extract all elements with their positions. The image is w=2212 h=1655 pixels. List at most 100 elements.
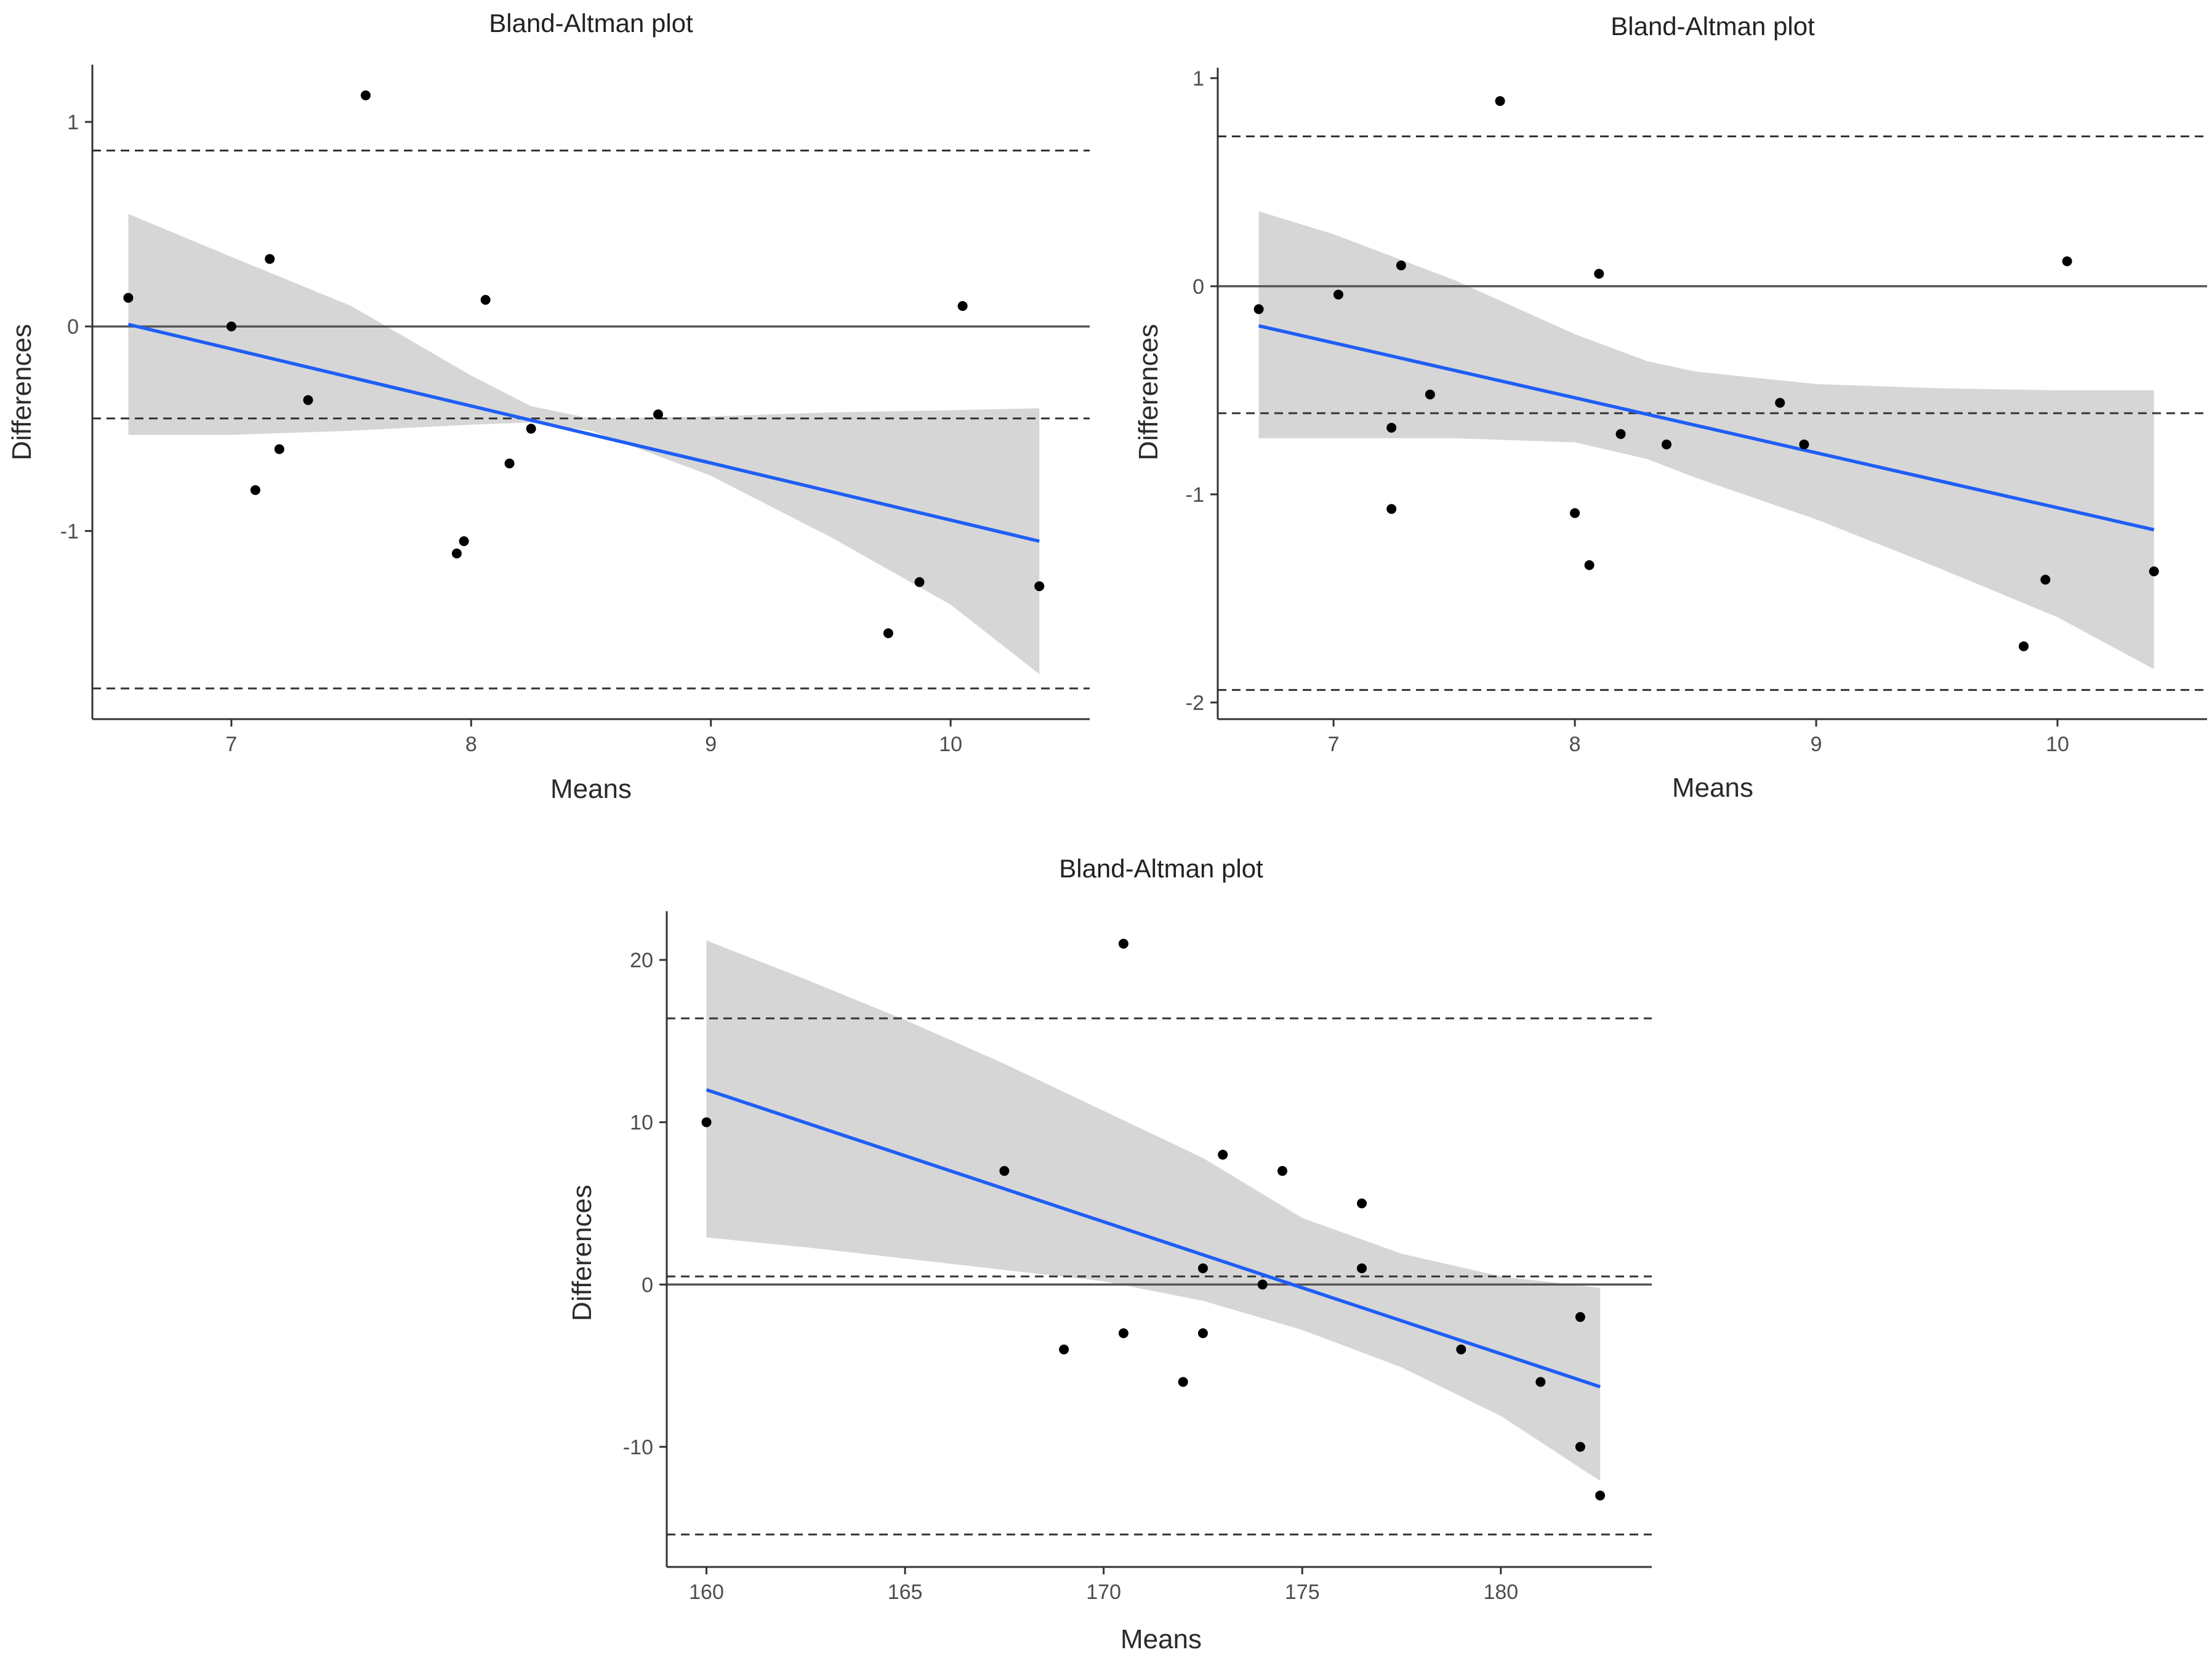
- y-tick-label: -1: [1186, 483, 1204, 507]
- bland-altman-panel-top-right: 7 8 9 10 -2 -1 0 1 Bland-Altman plot Means Diff…: [1133, 12, 2207, 803]
- chart-title: Bland-Altman plot: [1611, 12, 1815, 41]
- data-point: [957, 300, 968, 311]
- data-point: [1662, 439, 1672, 449]
- data-point: [451, 548, 462, 558]
- data-point: [1615, 429, 1626, 439]
- data-point: [653, 409, 664, 420]
- data-point: [1386, 504, 1397, 514]
- y-tick-label: 20: [630, 949, 653, 972]
- data-point: [2062, 256, 2072, 267]
- bland-altman-panel-bottom: 160 165 170 175 180 -10 0 10 20 Bland-Altman plo…: [567, 854, 1652, 1654]
- data-point: [1178, 1377, 1188, 1387]
- y-tick-label: 0: [67, 315, 79, 339]
- data-point: [1118, 938, 1128, 949]
- data-point: [1775, 398, 1785, 408]
- x-tick-label: 9: [705, 733, 717, 756]
- x-tick-label: 160: [689, 1581, 724, 1604]
- data-point: [1495, 96, 1505, 107]
- data-point: [1118, 1328, 1128, 1339]
- regression-line: [706, 1088, 1601, 1388]
- chart-title: Bland-Altman plot: [1059, 854, 1263, 883]
- x-tick-label: 8: [465, 733, 477, 756]
- data-point: [1456, 1344, 1466, 1355]
- confidence-band: [706, 940, 1601, 1481]
- data-point: [360, 90, 371, 100]
- data-point: [999, 1166, 1010, 1176]
- confidence-band: [128, 214, 1040, 674]
- x-axis-label: Means: [550, 774, 632, 804]
- y-tick-label: 1: [1192, 67, 1204, 91]
- data-point: [1357, 1198, 1367, 1209]
- data-point: [1253, 304, 1264, 315]
- y-tick-label: 0: [641, 1273, 653, 1297]
- data-point: [504, 458, 515, 469]
- data-point: [303, 395, 313, 405]
- x-tick-label: 7: [1328, 733, 1340, 756]
- y-axis-label: Differences: [567, 1185, 597, 1321]
- plot-area: 7 8 9 10 -2 -1 0 1: [1186, 67, 2207, 756]
- y-tick-label: -2: [1186, 691, 1204, 715]
- data-point: [2019, 641, 2029, 651]
- data-point: [2040, 574, 2051, 585]
- plot-area: 7 8 9 10 -1 0 1: [60, 65, 1090, 756]
- x-tick-label: 7: [225, 733, 237, 756]
- data-point: [1059, 1344, 1069, 1355]
- plot-area: 160 165 170 175 180 -10 0 10 20: [623, 911, 1652, 1604]
- confidence-band: [1258, 211, 2154, 669]
- x-tick-label: 10: [939, 733, 962, 756]
- data-point: [1425, 389, 1435, 400]
- data-point: [480, 295, 491, 305]
- data-point: [701, 1117, 712, 1127]
- data-point: [1595, 1491, 1606, 1501]
- x-tick-label: 8: [1569, 733, 1581, 756]
- x-tick-label: 175: [1285, 1581, 1320, 1604]
- data-point: [1594, 268, 1604, 279]
- data-point: [1333, 289, 1343, 300]
- x-tick-label: 170: [1086, 1581, 1121, 1604]
- y-axis-label: Differences: [1133, 324, 1164, 461]
- data-point: [265, 254, 275, 264]
- data-point: [1570, 508, 1580, 518]
- y-tick-label: -10: [623, 1436, 653, 1459]
- data-point: [274, 444, 284, 454]
- data-point: [1584, 560, 1595, 570]
- data-point: [1218, 1150, 1228, 1160]
- data-point: [250, 485, 260, 495]
- data-point: [1396, 260, 1406, 271]
- data-point: [914, 577, 925, 587]
- data-point: [1357, 1263, 1367, 1273]
- y-tick-label: 1: [67, 111, 79, 134]
- data-point: [1197, 1328, 1208, 1339]
- data-point: [1257, 1279, 1268, 1290]
- data-point: [1034, 581, 1045, 592]
- data-point: [123, 292, 134, 303]
- data-point: [1799, 439, 1809, 449]
- data-point: [1386, 422, 1397, 433]
- data-point: [1575, 1312, 1585, 1323]
- x-axis-label: Means: [1120, 1624, 1202, 1654]
- y-tick-label: -1: [60, 520, 79, 543]
- data-point: [1277, 1166, 1287, 1176]
- x-tick-label: 165: [888, 1581, 923, 1604]
- chart-title: Bland-Altman plot: [489, 9, 693, 38]
- data-point: [1535, 1377, 1546, 1387]
- data-point: [1197, 1263, 1208, 1273]
- y-axis-label: Differences: [7, 324, 37, 461]
- bland-altman-panel-top-left: 7 8 9 10 -1 0 1 Bland-Altman plot Means Differ…: [7, 9, 1090, 804]
- data-point: [883, 628, 893, 638]
- data-point: [459, 536, 469, 546]
- x-tick-label: 9: [1811, 733, 1822, 756]
- x-tick-label: 180: [1483, 1581, 1518, 1604]
- x-tick-label: 10: [2046, 733, 2069, 756]
- regression-line: [127, 323, 1040, 543]
- data-point: [2149, 566, 2159, 577]
- y-tick-label: 10: [630, 1111, 653, 1135]
- data-point: [526, 424, 536, 434]
- regression-line: [1258, 324, 2155, 532]
- x-axis-label: Means: [1672, 773, 1753, 803]
- data-point: [1575, 1441, 1585, 1452]
- data-point: [226, 321, 236, 332]
- y-tick-label: 0: [1192, 275, 1204, 299]
